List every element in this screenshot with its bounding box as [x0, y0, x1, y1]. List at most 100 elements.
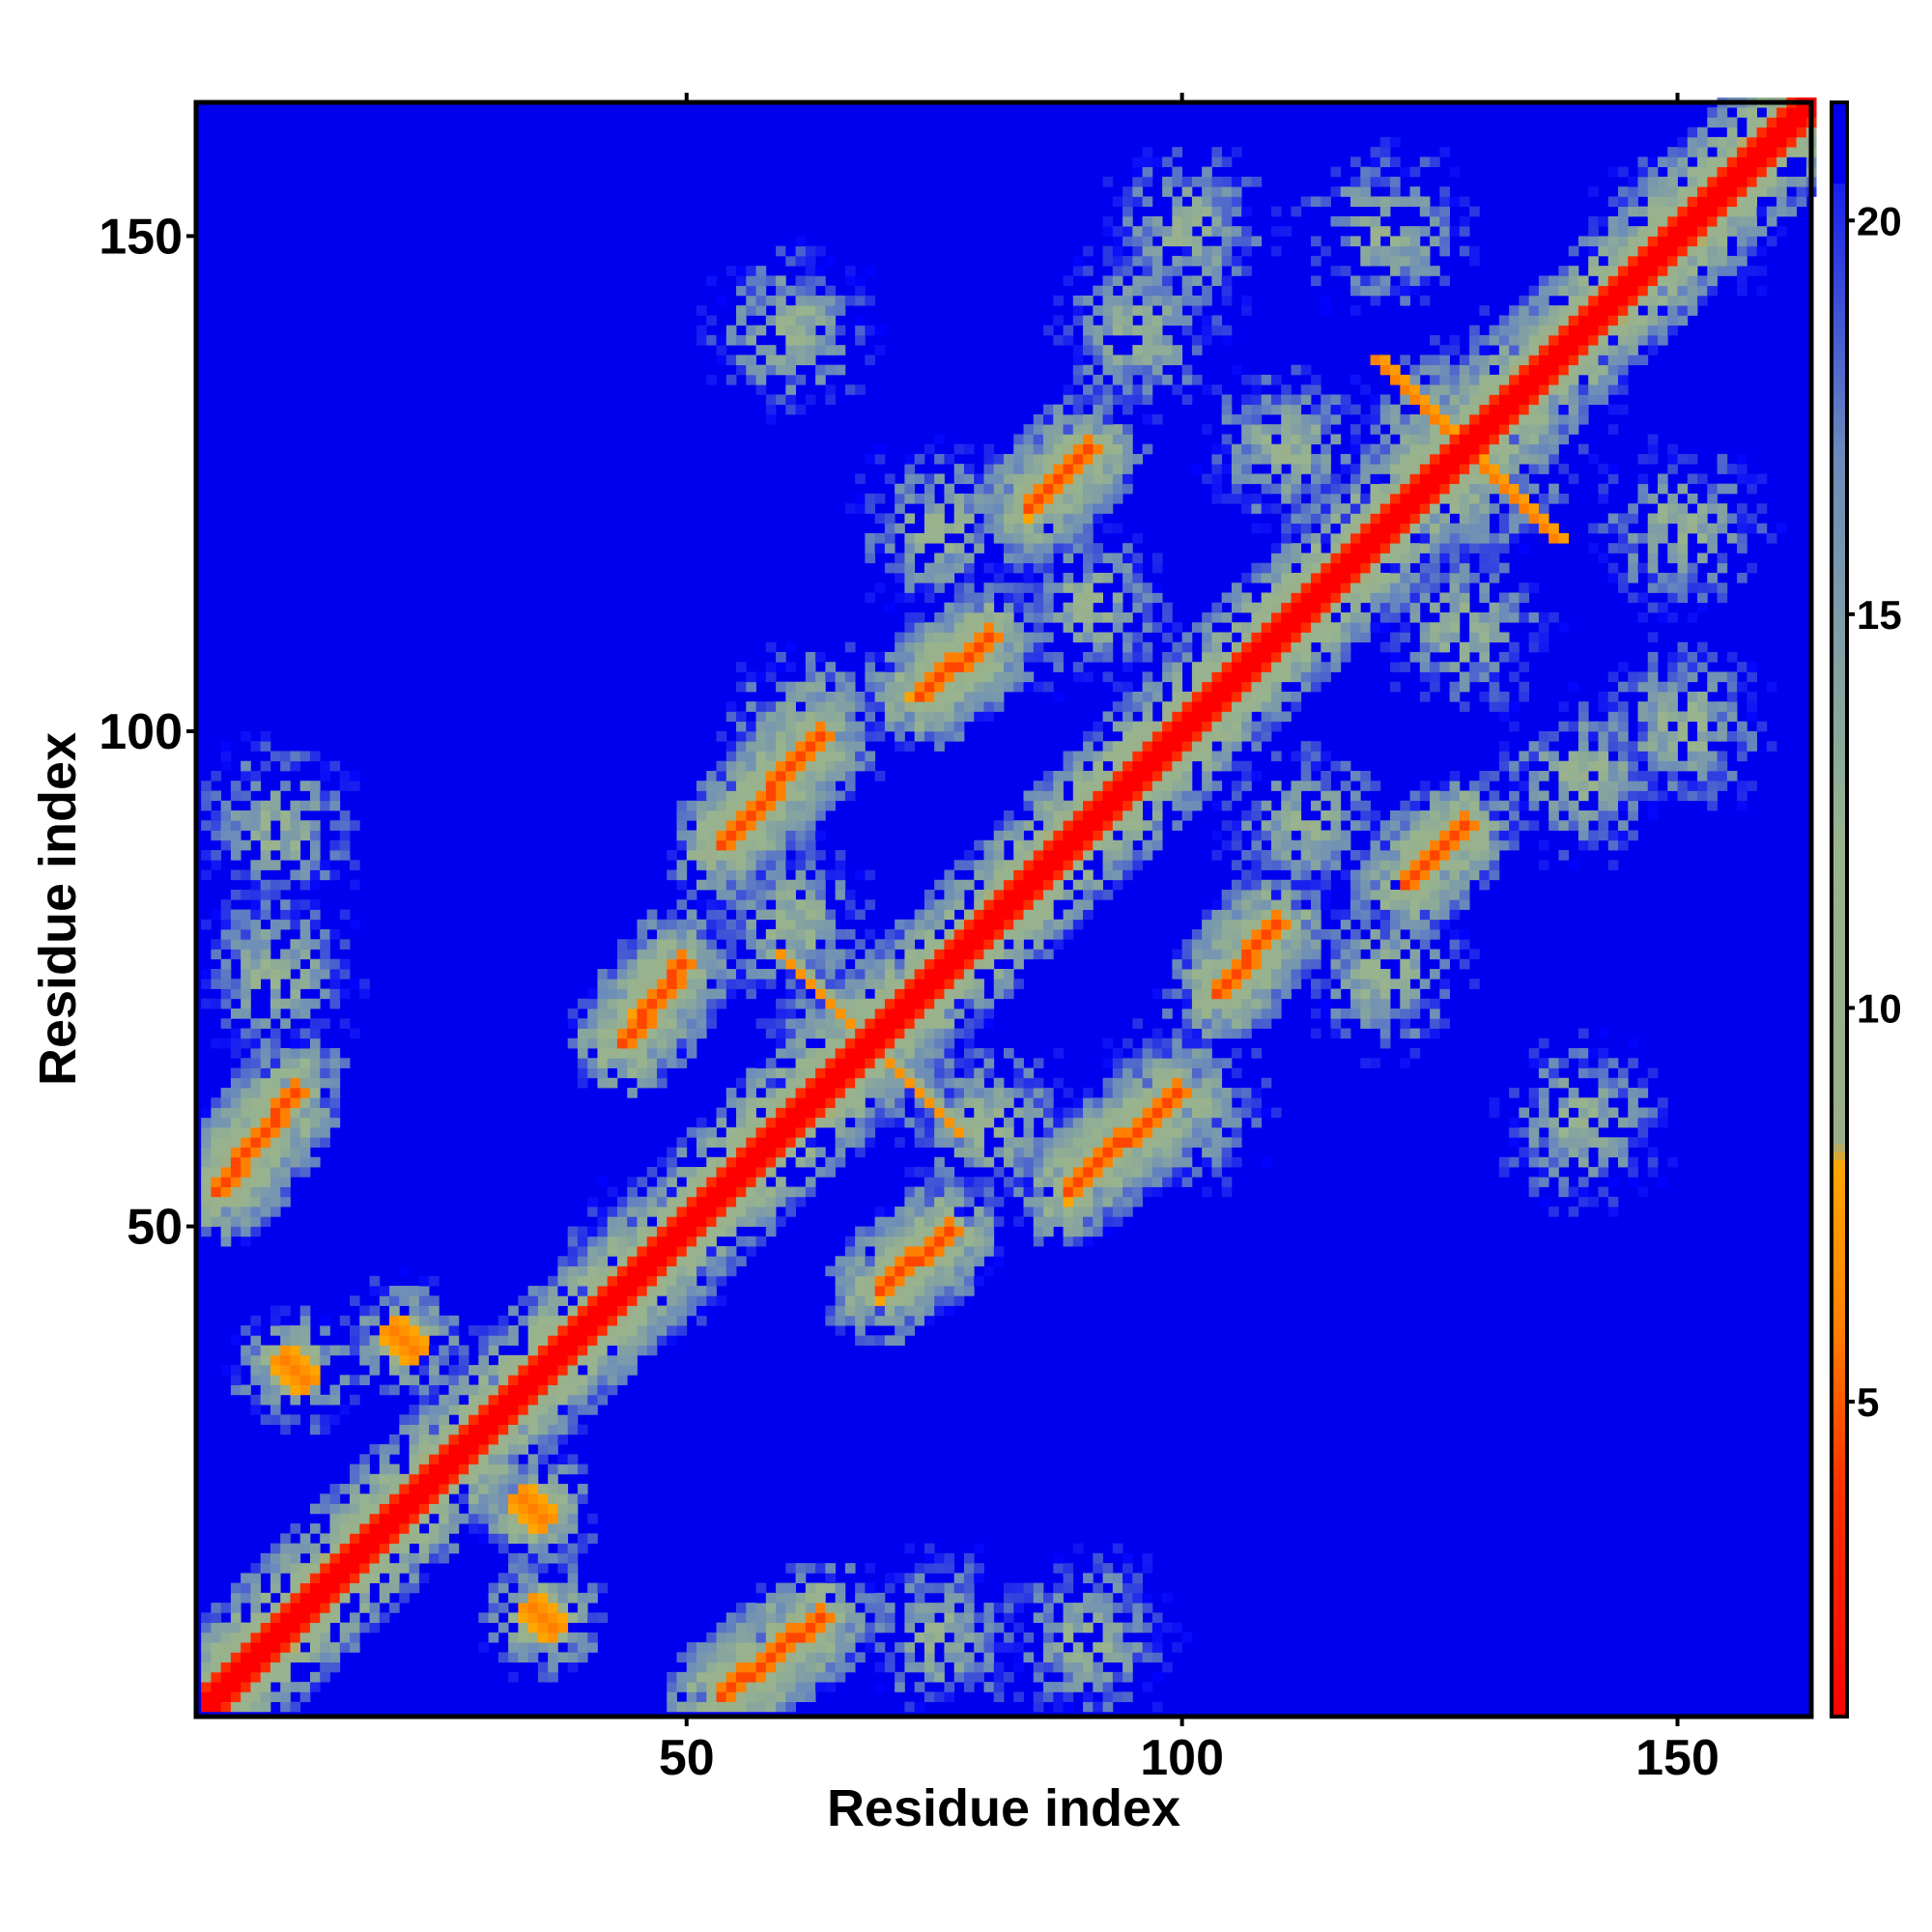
- heatmap-cell: [1093, 1117, 1103, 1128]
- heatmap-cell: [1191, 969, 1203, 980]
- heatmap-cell: [676, 830, 688, 841]
- heatmap-cell: [865, 949, 876, 960]
- heatmap-cell: [1122, 869, 1133, 881]
- heatmap-cell: [250, 1701, 262, 1713]
- heatmap-cell: [1577, 781, 1589, 791]
- heatmap-cell: [974, 1226, 984, 1237]
- heatmap-cell: [865, 979, 876, 989]
- heatmap-cell: [1221, 958, 1233, 970]
- heatmap-cell: [805, 1177, 816, 1187]
- heatmap-cell: [220, 979, 232, 989]
- heatmap-cell: [765, 1226, 777, 1237]
- heatmap-cell: [1607, 839, 1619, 851]
- heatmap-cell: [250, 741, 262, 752]
- heatmap-cell: [1528, 800, 1540, 811]
- heatmap-cell: [1251, 998, 1263, 1009]
- heatmap-cell: [904, 929, 916, 940]
- heatmap-cell: [497, 1473, 509, 1485]
- heatmap-cell: [230, 939, 242, 950]
- heatmap-cell: [785, 741, 796, 752]
- heatmap-cell: [795, 800, 807, 811]
- heatmap-cell: [497, 1513, 509, 1524]
- heatmap-cell: [1083, 830, 1094, 841]
- heatmap-cell: [716, 770, 727, 781]
- heatmap-cell: [904, 939, 916, 950]
- heatmap-cell: [874, 979, 886, 989]
- heatmap-cell: [1043, 1632, 1054, 1643]
- heatmap-cell: [1281, 879, 1292, 891]
- heatmap-cell: [815, 741, 826, 752]
- heatmap-cell: [1202, 1028, 1212, 1039]
- heatmap-cell: [676, 1167, 688, 1178]
- heatmap-cell: [1132, 1167, 1144, 1178]
- heatmap-cell: [211, 949, 222, 960]
- heatmap-cell: [993, 1642, 1005, 1653]
- heatmap-cell: [1181, 1107, 1193, 1119]
- heatmap-cell: [1558, 781, 1570, 791]
- heatmap-cell: [953, 969, 965, 980]
- heatmap-cell: [1181, 1048, 1193, 1059]
- heatmap-cell: [399, 1533, 410, 1544]
- heatmap-cell: [963, 1246, 975, 1257]
- heatmap-cell: [646, 1207, 658, 1217]
- heatmap-cell: [1112, 839, 1123, 851]
- heatmap-cell: [1053, 1592, 1064, 1604]
- heatmap-cell: [844, 1037, 856, 1049]
- heatmap-cell: [359, 1315, 370, 1326]
- heatmap-cell: [270, 1671, 281, 1683]
- heatmap-cell: [527, 1414, 539, 1425]
- heatmap-cell: [716, 1295, 727, 1306]
- heatmap-cell: [1281, 988, 1292, 1000]
- heatmap-cell: [577, 1405, 588, 1415]
- heatmap-cell: [1072, 820, 1084, 831]
- heatmap-cell: [329, 1117, 341, 1128]
- heatmap-cell: [1489, 1097, 1500, 1108]
- heatmap-cell: [725, 1612, 737, 1624]
- heatmap-cell: [776, 860, 786, 870]
- heatmap-cell: [1142, 1563, 1153, 1574]
- heatmap-cell: [537, 1603, 549, 1613]
- heatmap-cell: [1112, 1186, 1123, 1198]
- heatmap-cell: [1598, 751, 1609, 762]
- heatmap-cell: [1538, 1088, 1549, 1098]
- heatmap-cell: [270, 1167, 281, 1178]
- heatmap-cell: [1053, 1701, 1064, 1713]
- heatmap-cell: [1172, 770, 1183, 781]
- heatmap-cell: [1430, 998, 1440, 1009]
- heatmap-cell: [1350, 929, 1361, 940]
- heatmap-cell: [1291, 781, 1302, 791]
- heatmap-cell: [587, 1345, 598, 1356]
- heatmap-cell: [765, 1207, 777, 1217]
- heatmap-cell: [1251, 860, 1263, 870]
- heatmap-cell: [1181, 969, 1193, 980]
- heatmap-cell: [725, 1682, 737, 1692]
- heatmap-cell: [1033, 929, 1044, 940]
- heatmap-cell: [686, 1216, 697, 1227]
- heatmap-cell: [1231, 1009, 1242, 1019]
- heatmap-cell: [270, 1691, 281, 1703]
- heatmap-cell: [250, 820, 262, 831]
- heatmap-cell: [389, 1503, 400, 1515]
- heatmap-cell: [865, 1315, 876, 1326]
- heatmap-cell: [1122, 1067, 1133, 1079]
- heatmap-cell: [1181, 1058, 1193, 1068]
- heatmap-cell: [825, 1058, 837, 1068]
- heatmap-cell: [656, 1037, 668, 1049]
- heatmap-cell: [1251, 1107, 1263, 1119]
- heatmap-cell: [855, 998, 866, 1009]
- heatmap-cell: [1439, 899, 1450, 910]
- heatmap-cell: [755, 770, 767, 781]
- heatmap-cell: [1300, 839, 1312, 851]
- heatmap-cell: [1231, 1137, 1242, 1148]
- heatmap-cell: [865, 1592, 876, 1604]
- heatmap-cell: [1310, 820, 1321, 831]
- heatmap-cell: [815, 879, 826, 891]
- heatmap-cell: [1270, 969, 1282, 980]
- heatmap-cell: [637, 979, 648, 989]
- heatmap-cell: [914, 1048, 925, 1059]
- heatmap-cell: [923, 1286, 935, 1296]
- heatmap-cell: [1607, 1137, 1619, 1148]
- heatmap-cell: [616, 1236, 628, 1247]
- heatmap-cell: [1142, 1088, 1153, 1098]
- heatmap-cell: [746, 1077, 756, 1089]
